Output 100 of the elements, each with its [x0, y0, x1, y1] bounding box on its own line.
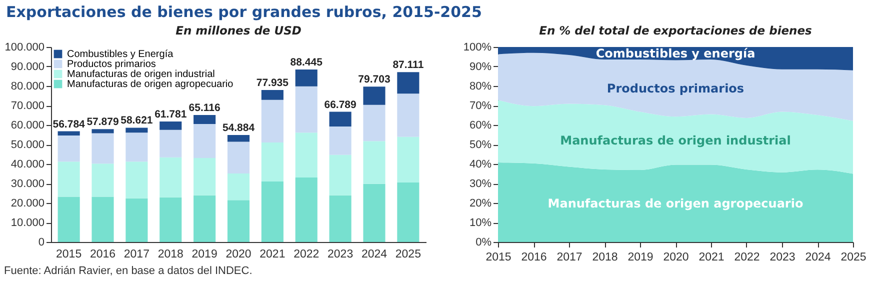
total-label: 65.116	[188, 102, 220, 114]
x-tick-label: 2023	[770, 252, 796, 264]
bar	[126, 198, 148, 242]
y-tick-label: 60.000	[10, 120, 44, 132]
bar	[126, 162, 148, 198]
y-tick-label: 50%	[469, 139, 492, 151]
x-tick-label: 2020	[226, 248, 252, 260]
series-label: Manufacturas de origen industrial	[560, 134, 791, 148]
bar	[329, 154, 352, 196]
legend-label: Combustibles y Energía	[67, 49, 174, 60]
series-label: Combustibles y energía	[596, 46, 756, 61]
total-label: 54.884	[222, 122, 255, 134]
y-tick-label: 0	[38, 236, 44, 248]
legend-label: Manufacturas de origen industrial	[67, 69, 215, 80]
bar	[261, 142, 284, 182]
bar	[160, 197, 182, 242]
bar	[363, 141, 386, 184]
bar	[227, 142, 250, 174]
x-tick-label: 2024	[361, 248, 388, 260]
x-tick-label: 2019	[628, 252, 654, 264]
y-tick-label: 30%	[469, 178, 492, 190]
y-tick-label: 0%	[476, 236, 492, 248]
total-label: 58.621	[120, 114, 153, 127]
bar	[227, 174, 250, 200]
x-tick-label: 2016	[90, 248, 116, 260]
bar	[227, 200, 250, 242]
y-tick-label: 90.000	[10, 61, 44, 73]
total-label: 77.935	[256, 77, 289, 90]
x-tick-label: 2020	[663, 252, 689, 264]
bar	[92, 164, 114, 197]
bar	[295, 86, 318, 133]
y-tick-label: 80.000	[10, 80, 44, 92]
total-label: 56.784	[52, 118, 86, 130]
bar	[194, 195, 216, 242]
bar	[329, 126, 352, 155]
y-tick-label: 40%	[469, 158, 492, 170]
x-tick-label: 2015	[56, 248, 82, 260]
source-note: Fuente: Adrián Ravier, en base a datos del INDEC.	[4, 265, 254, 277]
bar	[227, 134, 250, 142]
x-tick-label: 2015	[486, 252, 512, 264]
total-label: 57.879	[86, 116, 119, 128]
bar	[295, 177, 318, 242]
bar	[363, 104, 386, 142]
x-tick-label: 2018	[592, 252, 618, 264]
bar	[295, 70, 318, 86]
bar	[58, 162, 80, 197]
y-tick-label: 20.000	[10, 198, 44, 210]
bar	[194, 115, 216, 124]
x-tick-label: 2017	[124, 248, 150, 260]
bar	[261, 182, 284, 242]
x-tick-label: 2025	[840, 252, 866, 264]
y-tick-label: 100%	[463, 42, 492, 54]
bar	[126, 128, 148, 133]
bar	[58, 136, 80, 162]
x-tick-label: 2022	[734, 252, 760, 264]
bar	[397, 94, 420, 137]
total-label: 88.445	[290, 56, 323, 69]
x-tick-label: 2021	[260, 248, 286, 260]
x-tick-label: 2022	[294, 248, 320, 260]
bar	[261, 90, 284, 100]
y-tick-label: 30.000	[10, 178, 44, 190]
bar	[160, 157, 182, 198]
y-tick-label: 70%	[469, 100, 492, 112]
x-tick-label: 2017	[556, 252, 582, 264]
bar	[397, 136, 420, 183]
bar	[194, 124, 216, 158]
total-label: 66.789	[324, 98, 357, 111]
bar	[397, 72, 420, 94]
y-tick-label: 50.000	[10, 139, 44, 151]
chart-subtitle: En millones de USD	[176, 24, 302, 38]
y-tick-label: 10.000	[10, 217, 44, 229]
legend-label: Manufacturas de origen agropecuario	[67, 79, 234, 90]
bar	[160, 122, 182, 130]
y-tick-label: 40.000	[10, 158, 44, 170]
y-tick-label: 70.000	[10, 100, 44, 112]
bar	[92, 196, 114, 242]
chart-subtitle: En % del total de exportaciones de bienes	[539, 24, 812, 38]
y-tick-label: 10%	[469, 217, 492, 229]
x-tick-label: 2018	[158, 248, 184, 260]
total-label: 61.781	[154, 108, 187, 121]
bar	[261, 100, 284, 143]
bar	[160, 130, 182, 158]
bar	[92, 129, 114, 134]
x-tick-label: 2016	[521, 252, 547, 264]
bar	[58, 131, 80, 136]
series-label: Manufacturas de origen agropecuario	[548, 196, 804, 210]
chart-title: Exportaciones de bienes por grandes rubros, 2015-2025	[5, 2, 483, 23]
x-tick-label: 2021	[698, 252, 724, 264]
bar	[363, 184, 386, 242]
bar	[126, 132, 148, 162]
y-tick-label: 90%	[469, 61, 492, 73]
bar	[329, 195, 352, 242]
x-tick-label: 2024	[805, 252, 832, 264]
total-label: 87.111	[392, 59, 424, 72]
y-tick-label: 80%	[469, 80, 492, 92]
y-tick-label: 20%	[469, 198, 492, 210]
total-label: 79.703	[358, 74, 390, 86]
x-tick-label: 2019	[192, 248, 218, 260]
bar	[329, 112, 352, 127]
bar	[58, 196, 80, 242]
